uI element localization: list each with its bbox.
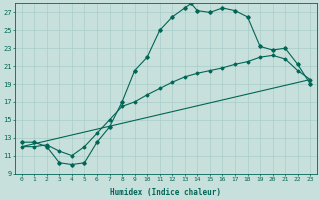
- X-axis label: Humidex (Indice chaleur): Humidex (Indice chaleur): [110, 188, 221, 197]
